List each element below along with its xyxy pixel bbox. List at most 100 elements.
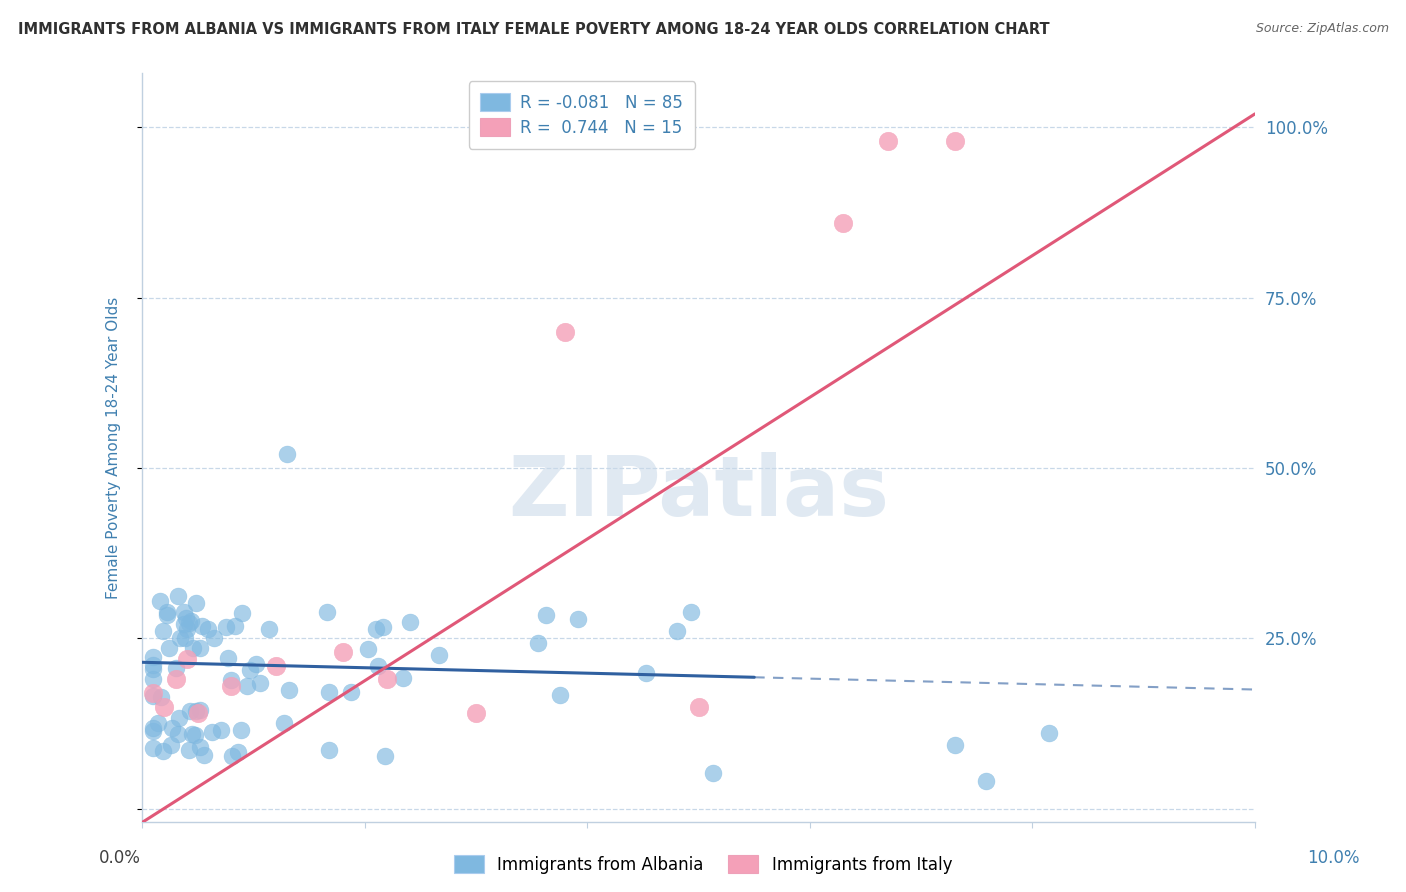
Point xyxy=(1038,726,1060,740)
Point xyxy=(201,725,224,739)
Point xyxy=(832,216,855,230)
Point xyxy=(166,727,188,741)
Point xyxy=(146,715,169,730)
Point xyxy=(364,622,387,636)
Point xyxy=(375,673,398,687)
Point xyxy=(228,745,250,759)
Point xyxy=(181,727,204,741)
Point xyxy=(681,605,703,619)
Point xyxy=(184,728,207,742)
Point xyxy=(550,688,572,702)
Point xyxy=(169,632,191,646)
Point xyxy=(187,706,209,721)
Text: ZIPatlas: ZIPatlas xyxy=(508,452,889,533)
Point xyxy=(149,690,172,704)
Point xyxy=(142,672,165,686)
Point xyxy=(231,723,253,738)
Point xyxy=(374,748,396,763)
Point xyxy=(318,743,340,757)
Legend: R = -0.081   N = 85, R =  0.744   N = 15: R = -0.081 N = 85, R = 0.744 N = 15 xyxy=(468,81,695,149)
Point xyxy=(688,699,710,714)
Point xyxy=(165,673,187,687)
Point xyxy=(224,618,246,632)
Point xyxy=(188,740,211,755)
Point xyxy=(142,649,165,664)
Point xyxy=(332,645,354,659)
Point xyxy=(219,679,242,693)
Point xyxy=(554,325,576,339)
Point xyxy=(339,685,361,699)
Point xyxy=(176,652,198,666)
Point xyxy=(197,622,219,636)
Point xyxy=(160,721,183,735)
Point xyxy=(219,673,242,687)
Point xyxy=(976,774,998,789)
Point xyxy=(943,134,966,148)
Point xyxy=(217,651,239,665)
Point xyxy=(264,658,287,673)
Point xyxy=(215,620,238,634)
Point xyxy=(142,689,165,703)
Point xyxy=(155,605,177,619)
Legend: Immigrants from Albania, Immigrants from Italy: Immigrants from Albania, Immigrants from… xyxy=(446,847,960,882)
Point xyxy=(174,610,197,624)
Point xyxy=(193,748,215,763)
Point xyxy=(392,671,415,685)
Point xyxy=(239,663,262,677)
Point xyxy=(157,640,180,655)
Point xyxy=(257,622,280,636)
Point xyxy=(153,699,176,714)
Point xyxy=(167,711,190,725)
Point xyxy=(465,706,488,721)
Point xyxy=(567,612,589,626)
Text: 10.0%: 10.0% xyxy=(1306,849,1360,867)
Point xyxy=(179,704,201,718)
Point xyxy=(152,624,174,638)
Point xyxy=(278,682,301,697)
Point xyxy=(149,594,172,608)
Point xyxy=(188,703,211,717)
Point xyxy=(202,631,225,645)
Point xyxy=(173,606,195,620)
Point xyxy=(181,641,204,656)
Point xyxy=(315,606,337,620)
Point xyxy=(357,641,380,656)
Point xyxy=(367,659,389,673)
Point xyxy=(177,616,200,631)
Point xyxy=(276,448,298,462)
Point xyxy=(174,632,197,646)
Point xyxy=(142,657,165,672)
Point xyxy=(156,608,179,623)
Point xyxy=(176,622,198,636)
Point xyxy=(876,134,898,148)
Point xyxy=(209,723,232,737)
Text: IMMIGRANTS FROM ALBANIA VS IMMIGRANTS FROM ITALY FEMALE POVERTY AMONG 18-24 YEAR: IMMIGRANTS FROM ALBANIA VS IMMIGRANTS FR… xyxy=(18,22,1050,37)
Point xyxy=(534,608,557,623)
Point xyxy=(371,620,394,634)
Point xyxy=(249,676,271,690)
Point xyxy=(318,685,340,699)
Point xyxy=(702,766,724,780)
Point xyxy=(231,606,253,620)
Point xyxy=(191,618,214,632)
Point xyxy=(245,657,267,672)
Point xyxy=(160,738,183,752)
Point xyxy=(188,640,211,655)
Point xyxy=(142,662,165,676)
Point xyxy=(666,624,689,639)
Point xyxy=(186,596,208,610)
Point xyxy=(634,666,657,681)
Text: Source: ZipAtlas.com: Source: ZipAtlas.com xyxy=(1256,22,1389,36)
Point xyxy=(165,661,187,675)
Point xyxy=(273,715,295,730)
Point xyxy=(167,589,190,603)
Point xyxy=(173,616,195,631)
Point xyxy=(236,679,259,693)
Point xyxy=(221,749,243,764)
Text: 0.0%: 0.0% xyxy=(98,849,141,867)
Point xyxy=(142,686,165,700)
Point xyxy=(429,648,451,662)
Point xyxy=(526,635,548,649)
Point xyxy=(943,738,966,752)
Point xyxy=(142,721,165,735)
